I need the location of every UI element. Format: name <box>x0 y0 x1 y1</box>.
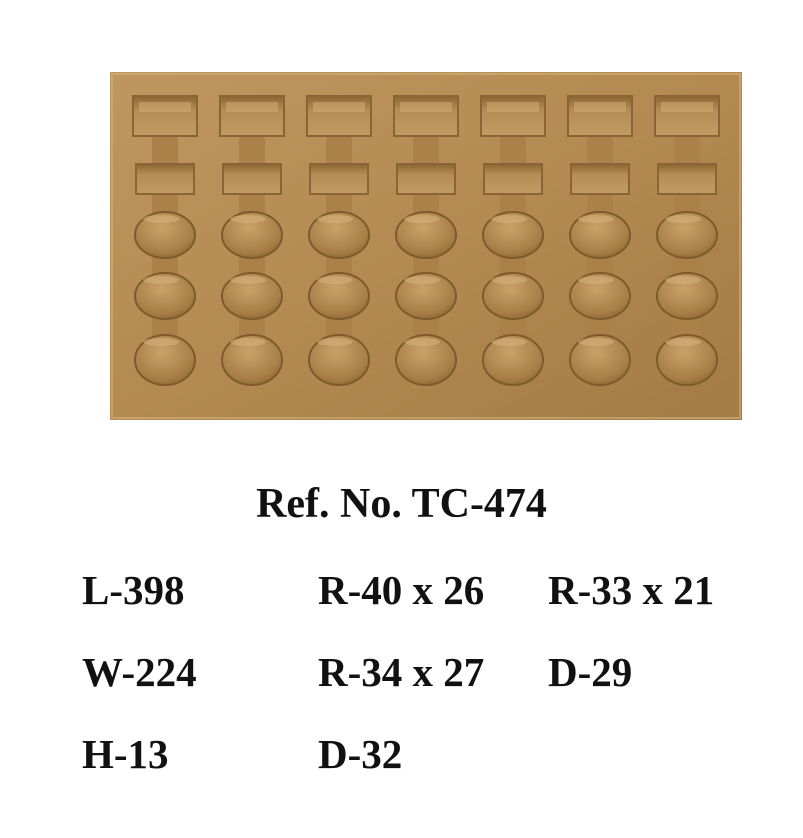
tray-round-cavity <box>221 334 283 386</box>
tray-round-cavity <box>134 272 196 320</box>
tray-round-cavity <box>482 334 544 386</box>
ref-number: Ref. No. TC-474 <box>256 481 547 527</box>
tray-rect-slot-small <box>657 163 717 195</box>
tray-round-cavity <box>134 211 196 259</box>
tray-round-cavity <box>656 272 718 320</box>
tray-round-cavity <box>656 334 718 386</box>
width-spec: W-224 <box>82 649 197 695</box>
tray-round-cavity <box>569 211 631 259</box>
cavity-r-33x21-spec: R-33 x 21 <box>548 567 715 613</box>
tray-photo <box>110 72 742 420</box>
tray-round-cavity <box>308 334 370 386</box>
tray-round-cavity <box>395 211 457 259</box>
tray-round-cavity <box>482 211 544 259</box>
tray-round-cavity <box>656 211 718 259</box>
cavity-r-40x26-spec: R-40 x 26 <box>318 567 485 613</box>
cavity-d-32-spec: D-32 <box>318 731 403 777</box>
tray-round-cavity <box>395 272 457 320</box>
tray-rect-slot-small <box>309 163 369 195</box>
tray-rect-slot-small <box>483 163 543 195</box>
tray-round-cavity <box>308 272 370 320</box>
tray-rect-slot-small <box>570 163 630 195</box>
height-spec: H-13 <box>82 731 169 777</box>
tray-round-cavity <box>395 334 457 386</box>
tray-rect-slot-small <box>396 163 456 195</box>
tray-round-cavity <box>308 211 370 259</box>
cavity-d-29-spec: D-29 <box>548 649 633 695</box>
tray-round-cavity <box>221 272 283 320</box>
tray-rect-slot-small <box>222 163 282 195</box>
cavity-r-34x27-spec: R-34 x 27 <box>318 649 485 695</box>
tray-round-cavity <box>569 334 631 386</box>
tray-round-cavity <box>482 272 544 320</box>
tray-round-cavity <box>569 272 631 320</box>
tray-rect-slot-small <box>135 163 195 195</box>
tray-round-cavity <box>134 334 196 386</box>
length-spec: L-398 <box>82 567 185 613</box>
tray-round-cavity <box>221 211 283 259</box>
